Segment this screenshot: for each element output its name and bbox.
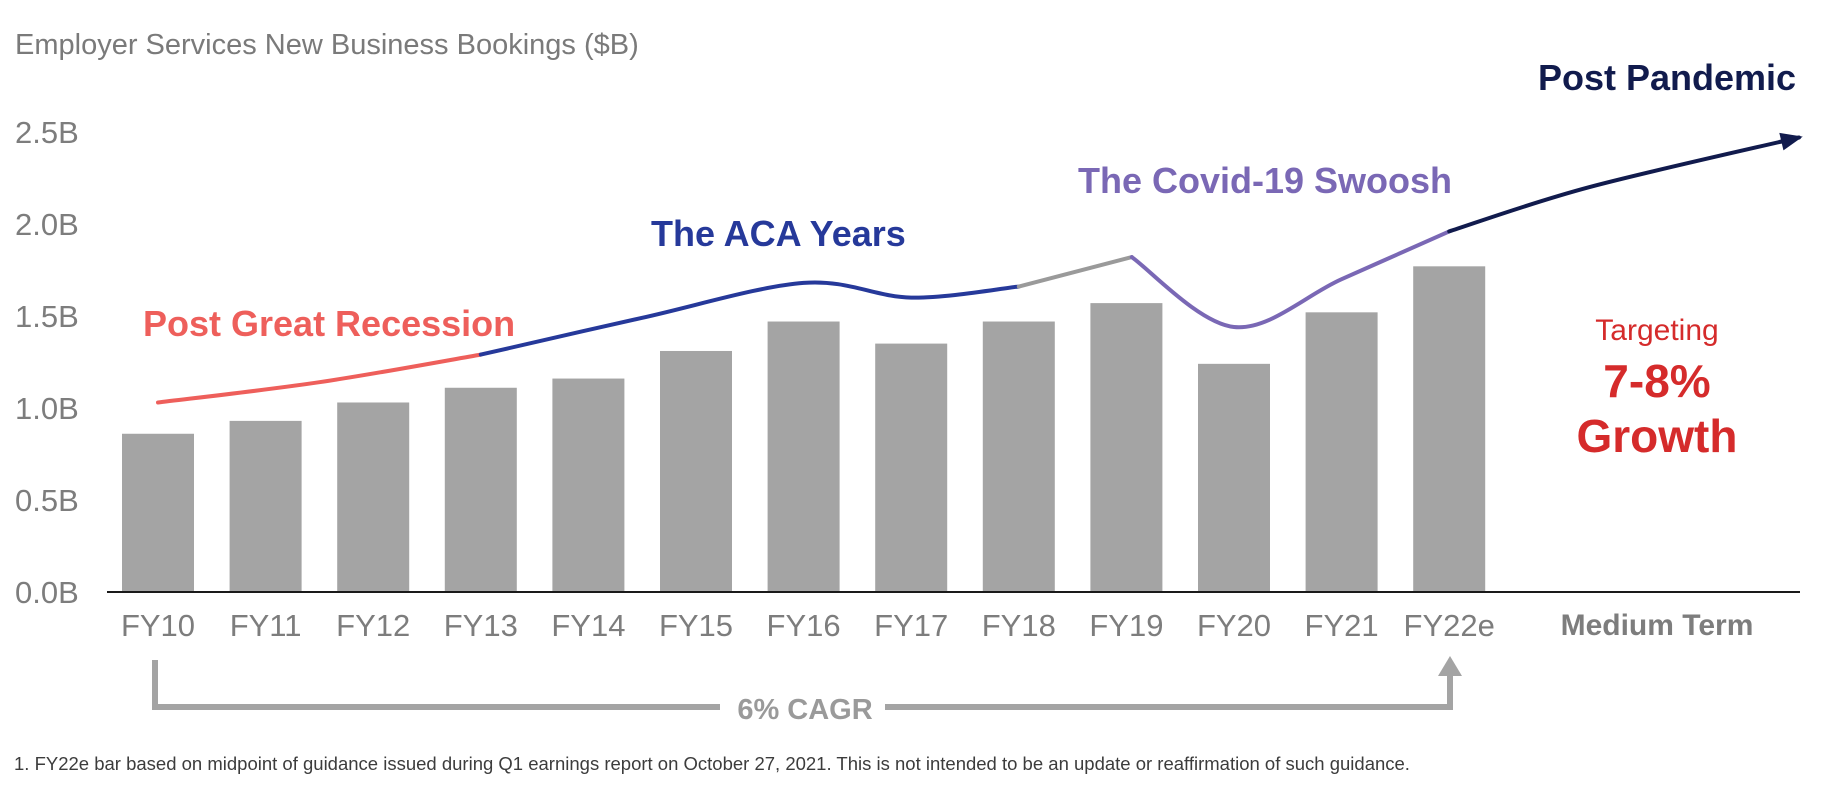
y-tick-label: 2.0B xyxy=(15,207,79,242)
x-tick-label: FY11 xyxy=(230,608,302,643)
chart-title: Employer Services New Business Bookings … xyxy=(15,29,639,61)
cagr-label: 6% CAGR xyxy=(737,694,872,726)
bar-fy15 xyxy=(660,350,732,592)
x-tick-label: FY21 xyxy=(1305,608,1379,643)
x-tick-label: FY17 xyxy=(874,608,948,643)
bar-fy20 xyxy=(1198,363,1270,592)
trend-segment-3 xyxy=(1129,229,1452,330)
trend-segment-2 xyxy=(1016,255,1134,289)
bar-fy18 xyxy=(982,321,1055,592)
bar-fy13 xyxy=(444,387,517,592)
target-percent: 7-8% xyxy=(1603,355,1710,407)
y-tick-label: 1.0B xyxy=(15,391,79,426)
y-tick-label: 1.5B xyxy=(15,299,79,334)
x-tick-label: FY18 xyxy=(982,608,1056,643)
x-tick-label: FY13 xyxy=(444,608,518,643)
bar-fy19 xyxy=(1090,303,1163,592)
bar-fy17 xyxy=(875,343,948,592)
trend-segment-1 xyxy=(478,280,1021,357)
trend-segment-0 xyxy=(156,352,483,405)
x-tick-label: FY15 xyxy=(659,608,733,643)
bar-fy12 xyxy=(337,402,410,592)
x-tick-label: FY22e xyxy=(1404,608,1495,643)
bar-fy14 xyxy=(552,378,625,592)
bar-fy21 xyxy=(1305,312,1378,592)
target-label: Targeting xyxy=(1595,314,1718,347)
x-tick-label: FY12 xyxy=(336,608,410,643)
trend-segment-4 xyxy=(1447,135,1801,234)
cagr-arrowhead xyxy=(1438,656,1462,676)
bar-fy10 xyxy=(122,433,194,592)
x-tick-label: FY19 xyxy=(1089,608,1163,643)
x-tick-label: FY16 xyxy=(767,608,841,643)
cagr-bracket-left xyxy=(152,660,720,710)
era-label-covid-swoosh: The Covid-19 Swoosh xyxy=(1078,160,1452,201)
cagr-bracket: 6% CAGR xyxy=(152,656,1462,726)
era-label-aca-years: The ACA Years xyxy=(651,213,906,254)
x-tick-label: FY20 xyxy=(1197,608,1271,643)
era-label-post-pandemic: Post Pandemic xyxy=(1538,57,1796,98)
y-tick-label: 0.5B xyxy=(15,483,79,518)
target-growth: Growth xyxy=(1577,410,1738,462)
bar-fy11 xyxy=(229,420,302,592)
x-tick-label: FY14 xyxy=(551,608,625,643)
y-tick-label: 2.5B xyxy=(15,115,79,150)
x-tick-label: FY10 xyxy=(121,608,195,643)
x-tick-label-medium-term: Medium Term xyxy=(1561,609,1754,642)
bar-fy16 xyxy=(767,321,840,592)
trend-arrowhead xyxy=(1779,132,1803,151)
bar-fy22e xyxy=(1413,266,1486,592)
cagr-bracket-right xyxy=(885,674,1453,710)
era-label-post-great-recession: Post Great Recession xyxy=(143,303,515,344)
y-tick-label: 0.0B xyxy=(15,575,79,610)
footnote: 1. FY22e bar based on midpoint of guidan… xyxy=(14,753,1410,774)
